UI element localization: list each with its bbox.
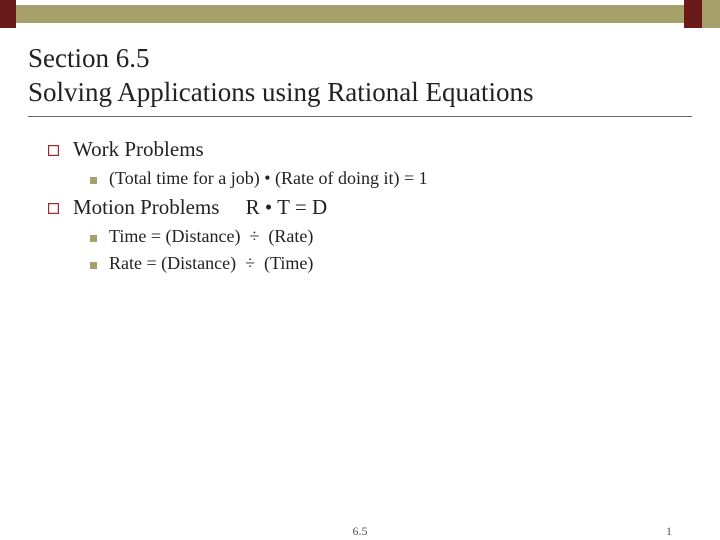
footer-page-number: 1 <box>666 524 672 539</box>
title-line-1: Section 6.5 <box>28 42 692 76</box>
square-bullet-icon <box>48 145 59 156</box>
banner-stripe-right-olive <box>702 0 720 28</box>
content-body: Work Problems (Total time for a job) • (… <box>0 117 720 274</box>
bullet-lvl2: Rate = (Distance) ÷ (Time) <box>90 253 680 274</box>
bullet-lvl2: (Total time for a job) • (Rate of doing … <box>90 168 680 189</box>
bullet-text: Work Problems <box>73 137 204 162</box>
small-square-bullet-icon <box>90 235 97 242</box>
small-square-bullet-icon <box>90 262 97 269</box>
bullet-text: Time = (Distance) ÷ (Rate) <box>109 226 313 247</box>
small-square-bullet-icon <box>90 177 97 184</box>
top-banner <box>0 0 720 28</box>
bullet-text: Motion Problems R • T = D <box>73 195 327 220</box>
banner-stripe-right-maroon <box>684 0 702 28</box>
title-block: Section 6.5 Solving Applications using R… <box>28 28 692 117</box>
banner-stripe-left <box>0 0 16 28</box>
bullet-text: Rate = (Distance) ÷ (Time) <box>109 253 313 274</box>
title-line-2: Solving Applications using Rational Equa… <box>28 76 692 110</box>
bullet-text: (Total time for a job) • (Rate of doing … <box>109 168 428 189</box>
square-bullet-icon <box>48 203 59 214</box>
banner-stripe-main <box>16 0 684 28</box>
bullet-lvl1: Work Problems <box>48 137 680 162</box>
bullet-lvl1: Motion Problems R • T = D <box>48 195 680 220</box>
footer-section-number: 6.5 <box>353 524 368 539</box>
bullet-lvl2: Time = (Distance) ÷ (Rate) <box>90 226 680 247</box>
